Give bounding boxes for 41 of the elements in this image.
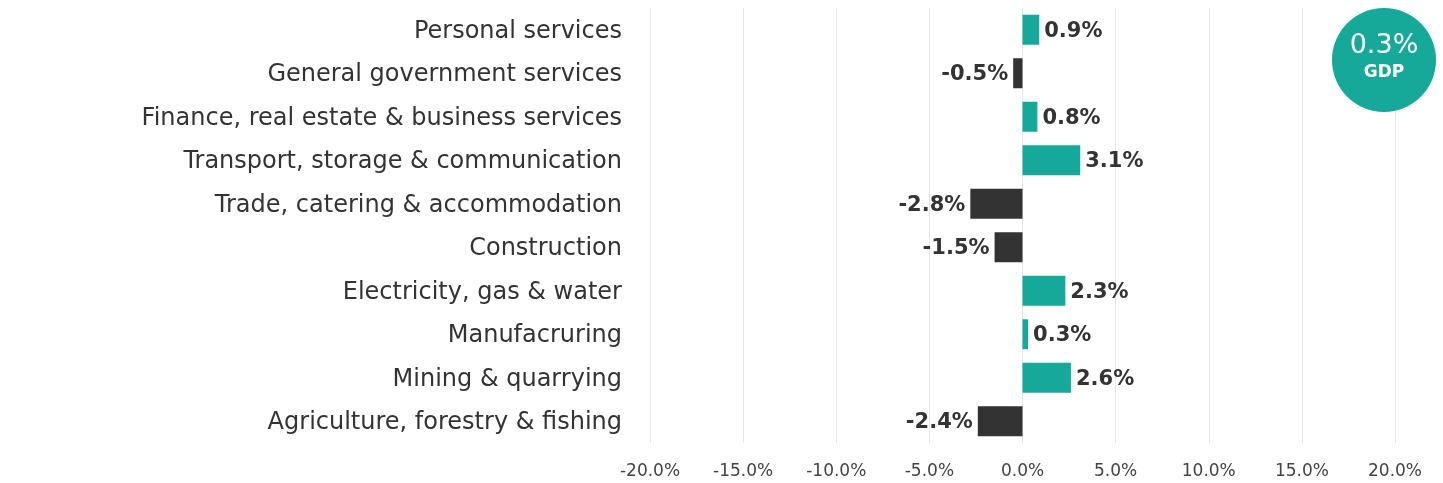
x-tick-label: -15.0% — [713, 459, 774, 480]
bar — [994, 232, 1023, 263]
bar — [1013, 58, 1023, 89]
circle-badge: 0.3% GDP — [1332, 8, 1436, 112]
y-tick-label: Trade, catering & accommodation — [213, 189, 622, 218]
y-tick-label: Electricity, gas & water — [342, 276, 623, 305]
bar — [1022, 145, 1081, 176]
y-tick-label: Construction — [469, 233, 622, 262]
annotation: 0.3% — [1348, 28, 1420, 60]
data-label: 2.3% — [1070, 278, 1129, 303]
y-tick-label: Manufacruring — [447, 320, 622, 349]
x-tick-label: 0.0% — [1000, 459, 1045, 480]
bar — [1022, 101, 1038, 132]
data-label: 3.1% — [1085, 148, 1144, 173]
data-label: -0.5% — [941, 61, 1009, 86]
y-tick-label: Mining & quarrying — [392, 363, 622, 392]
bar — [1022, 275, 1066, 306]
bar — [970, 188, 1023, 219]
bar — [977, 406, 1023, 437]
data-label: -2.4% — [905, 409, 973, 434]
x-tick-label: 10.0% — [1181, 459, 1236, 480]
data-label: 0.9% — [1044, 17, 1103, 42]
annotation: GDP — [1362, 60, 1406, 82]
bar — [1022, 362, 1071, 393]
data-label: -1.5% — [922, 235, 990, 260]
y-tick-label: Transport, storage & communication — [182, 146, 622, 175]
data-label: -2.8% — [898, 191, 966, 216]
x-tick-label: 20.0% — [1367, 459, 1423, 480]
y-tick-label: Personal services — [413, 15, 622, 44]
x-tick-label: 5.0% — [1094, 459, 1138, 480]
x-tick-label: -5.0% — [904, 459, 955, 480]
data-label: 0.3% — [1033, 322, 1092, 347]
data-label: 2.6% — [1075, 365, 1135, 390]
y-tick-label: General government services — [267, 59, 622, 88]
y-tick-label: Finance, real estate & business services — [141, 102, 622, 131]
x-tick-label: -20.0% — [619, 459, 681, 480]
y-tick-label: Agriculture, forestry & fishing — [267, 407, 622, 436]
x-tick-label: -10.0% — [806, 459, 867, 480]
bar — [1022, 14, 1040, 45]
data-label: 0.8% — [1042, 104, 1101, 129]
x-tick-label: 15.0% — [1274, 459, 1329, 480]
